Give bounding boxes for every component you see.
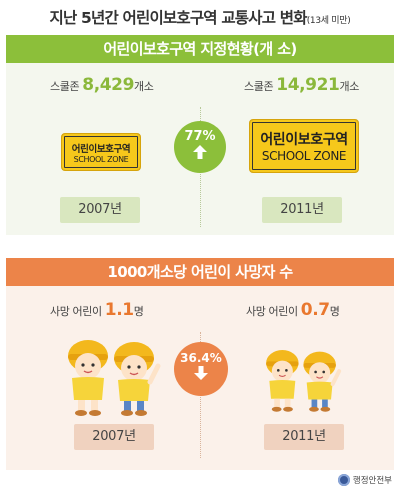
title-text: 지난 5년간 어린이보호구역 교통사고 변화 xyxy=(49,9,308,27)
children-with-yellow-hats-large-icon xyxy=(58,328,164,416)
increase-value: 77% xyxy=(184,129,216,144)
ministry-logo: 행정안전부 xyxy=(337,474,392,486)
school-zone-section-title: 어린이보호구역 지정현황(개 소) xyxy=(6,35,394,63)
ministry-name: 행정안전부 xyxy=(352,476,392,486)
deaths-2007: 사망 어린이 1.1명 xyxy=(50,300,144,320)
title-subtitle: (13세 미만) xyxy=(306,16,351,26)
arrow-up-icon xyxy=(174,144,226,164)
deaths-2007-value: 1.1 xyxy=(104,300,134,320)
school-zone-sign-small-icon: 어린이보호구역 SCHOOL ZONE xyxy=(61,133,141,171)
year-2011-label: 2011년 xyxy=(262,197,342,223)
child-fatality-panel: 1000개소당 어린이 사망자 수 사망 어린이 1.1명 사망 어린이 0.7… xyxy=(6,258,394,470)
ministry-emblem-icon xyxy=(337,474,350,486)
arrow-down-icon xyxy=(174,365,228,385)
decrease-value: 36.4% xyxy=(180,351,222,365)
deaths-2011-value: 0.7 xyxy=(300,300,330,320)
count-2011: 스쿨존 14,921개소 xyxy=(244,75,359,95)
deaths-2011: 사망 어린이 0.7명 xyxy=(246,300,340,320)
children-with-yellow-hats-small-icon xyxy=(258,340,344,412)
school-zone-sign-large-icon: 어린이보호구역 SCHOOL ZONE xyxy=(249,119,359,173)
count-2007: 스쿨존 8,429개소 xyxy=(50,75,154,95)
count-2007-value: 8,429 xyxy=(82,75,135,95)
page-title: 지난 5년간 어린이보호구역 교통사고 변화(13세 미만) xyxy=(0,6,400,28)
year-2007-label: 2007년 xyxy=(74,424,154,450)
year-2007-label: 2007년 xyxy=(60,197,140,223)
school-zone-panel: 어린이보호구역 지정현황(개 소) 스쿨존 8,429개소 스쿨존 14,921… xyxy=(6,35,394,235)
year-2011-label: 2011년 xyxy=(264,424,344,450)
count-2011-value: 14,921 xyxy=(276,75,340,95)
decrease-badge: 36.4% xyxy=(174,342,228,396)
increase-badge: 77% xyxy=(174,121,226,173)
child-fatality-section-title: 1000개소당 어린이 사망자 수 xyxy=(6,258,394,286)
